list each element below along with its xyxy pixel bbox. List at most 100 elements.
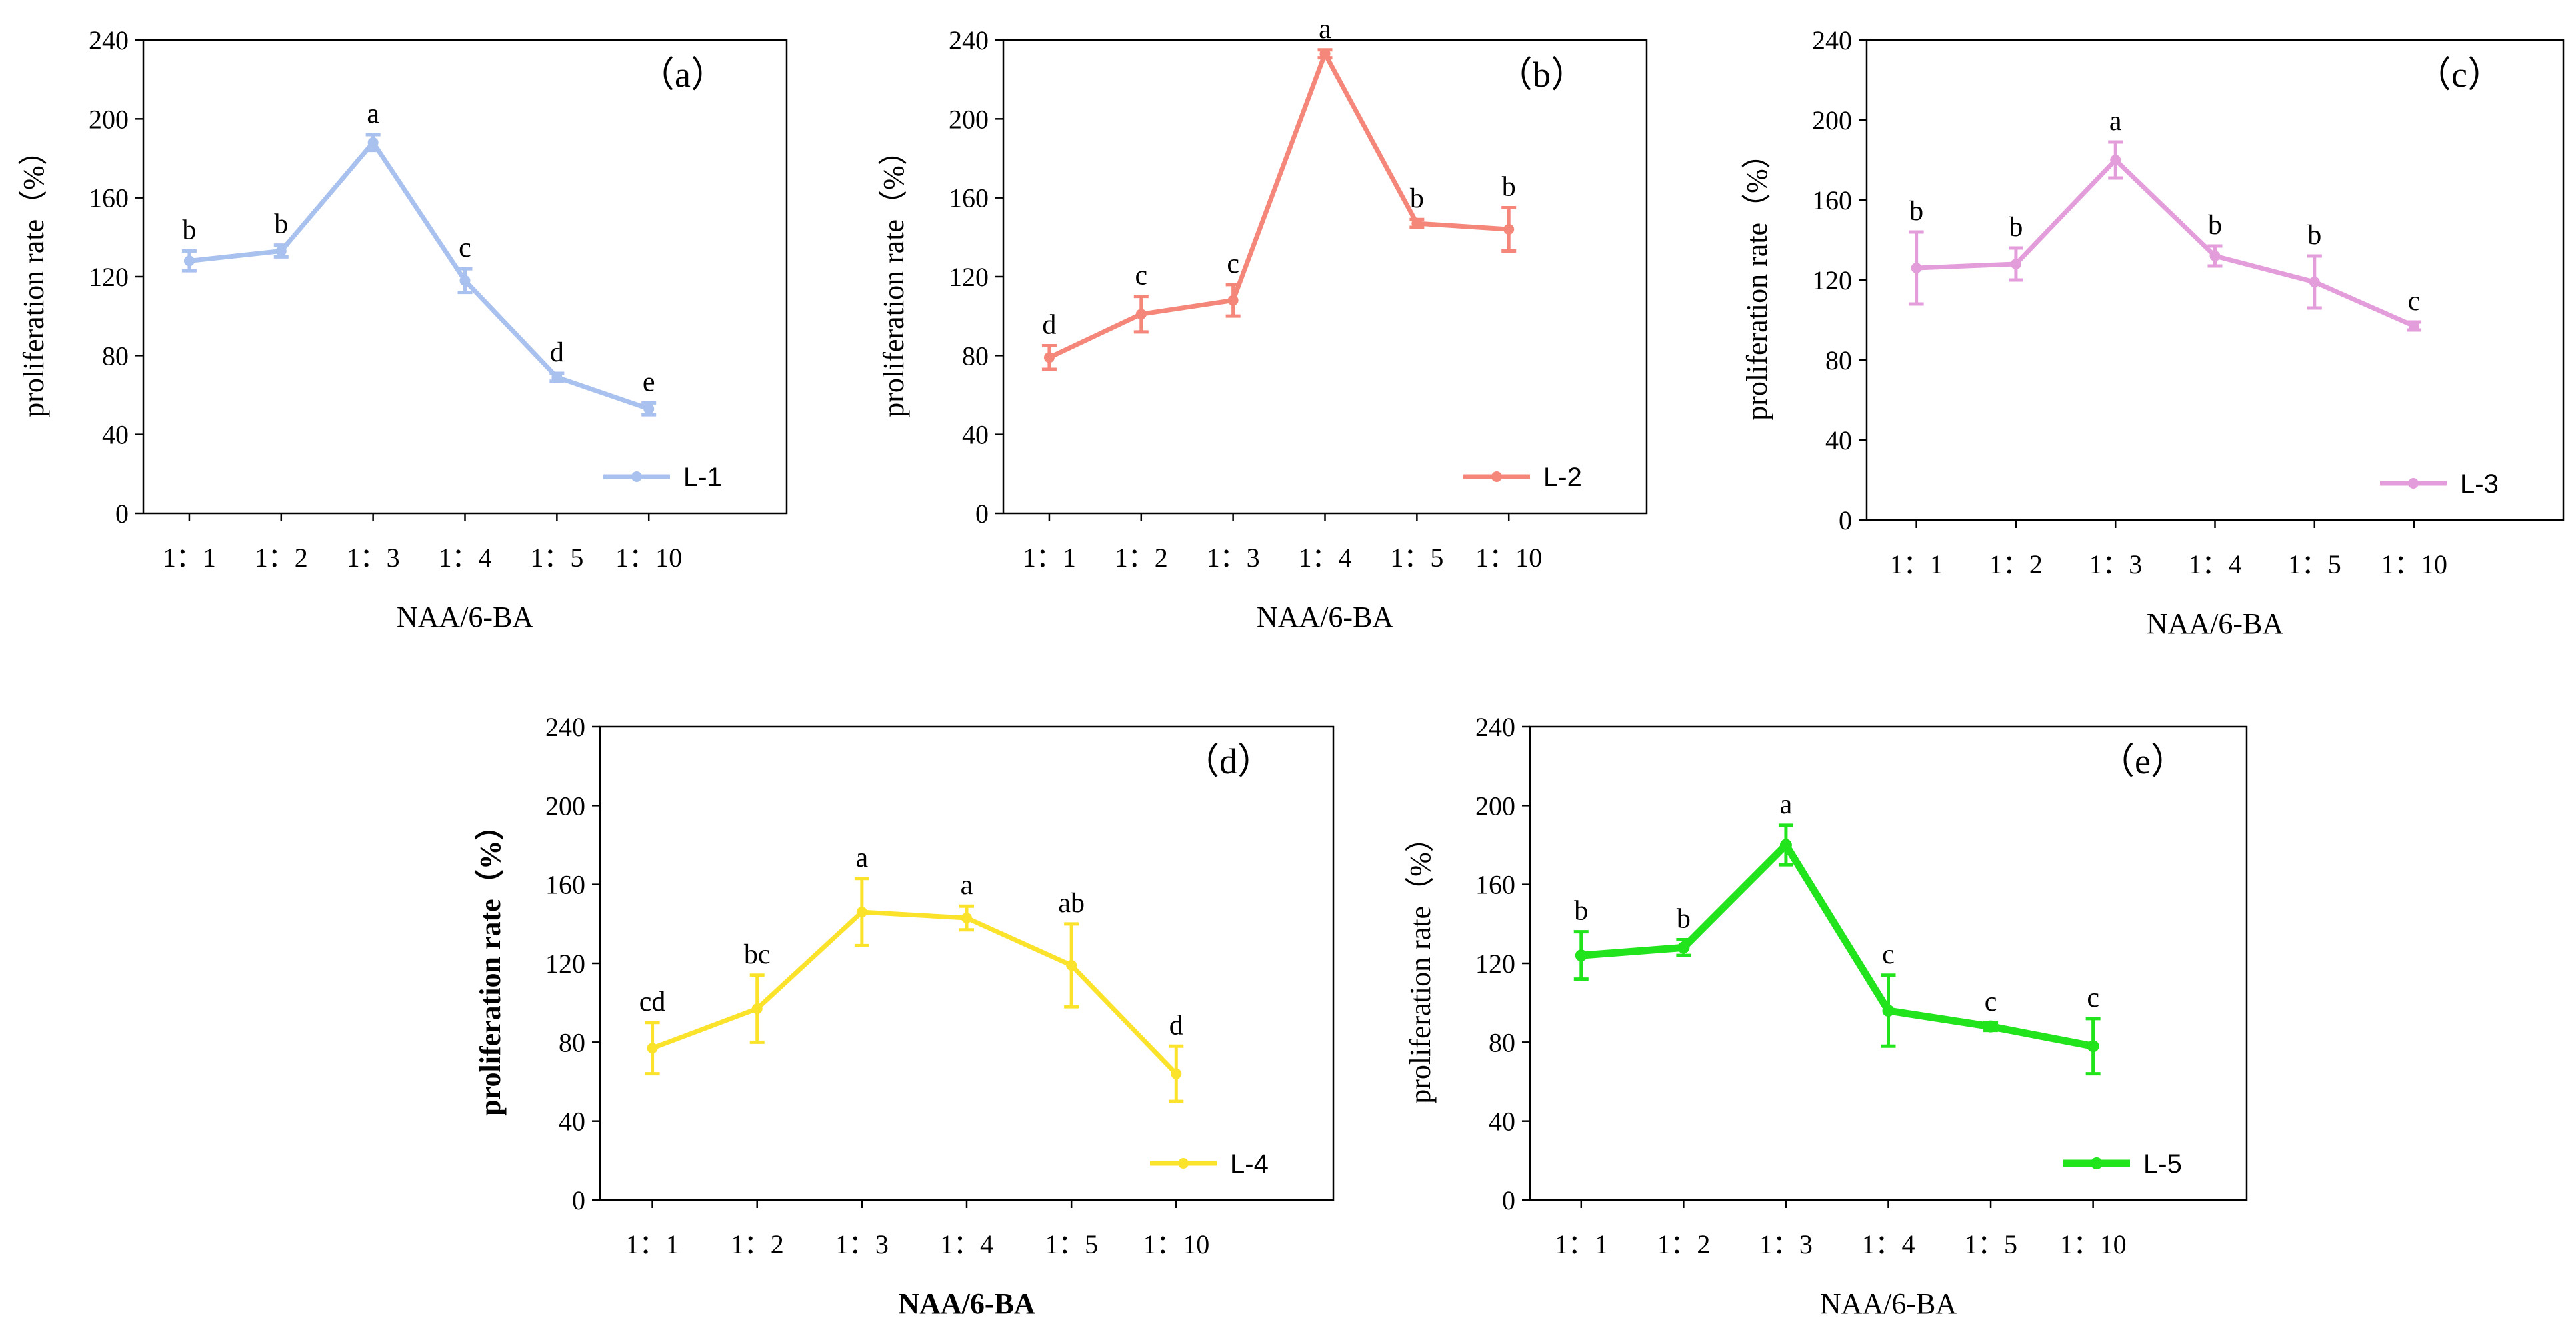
chart-a-series-line-L-1 bbox=[187, 140, 651, 411]
chart-b-data-point bbox=[1319, 48, 1331, 59]
chart-a-significance-label: b bbox=[182, 215, 196, 246]
chart-b-x-tick-label: 1：5 bbox=[1390, 543, 1443, 573]
chart-e-significance-label: c bbox=[2087, 983, 2099, 1013]
chart-c-x-tick-label: 1：5 bbox=[2288, 549, 2341, 579]
chart-e-y-tick-label: 120 bbox=[1475, 949, 1515, 979]
chart-b-y-tick-label: 0 bbox=[975, 499, 989, 529]
chart-c-x-axis-title: NAA/6-BA bbox=[2147, 607, 2284, 640]
chart-a-x-tick-label: 1：3 bbox=[347, 543, 400, 573]
chart-c-y-tick-label: 200 bbox=[1812, 105, 1852, 135]
chart-e-x-tick-label: 1：10 bbox=[2060, 1229, 2127, 1259]
chart-c-x-tick-label: 1：4 bbox=[2189, 549, 2242, 579]
chart-a-y-tick-label: 40 bbox=[102, 420, 129, 450]
chart-d-y-tick-label: 80 bbox=[559, 1027, 585, 1057]
chart-d-y-tick-label: 0 bbox=[572, 1185, 585, 1215]
chart-d-x-tick-label: 1：1 bbox=[626, 1229, 679, 1259]
chart-a-significance-label: e bbox=[643, 367, 655, 397]
chart-d-data-point bbox=[1171, 1068, 1182, 1079]
chart-b-data-point bbox=[1227, 295, 1239, 306]
chart-e-legend-label: L-5 bbox=[2143, 1149, 2182, 1179]
chart-a-significance-label: b bbox=[274, 209, 288, 240]
chart-d-data-point bbox=[961, 912, 972, 923]
chart-a-y-tick-label: 0 bbox=[115, 499, 129, 529]
chart-b-data-point bbox=[1043, 352, 1055, 363]
chart-a-x-tick-label: 1：4 bbox=[439, 543, 492, 573]
chart-e-y-tick-label: 0 bbox=[1502, 1185, 1515, 1215]
chart-panel-e: 0 40 80 120 160 200 240 1：1 1：2 1：3 1：4 1：5 1：10 NAA/… bbox=[1347, 660, 2267, 1342]
chart-e-y-tick-label: 160 bbox=[1475, 870, 1515, 900]
chart-d-y-tick-label: 120 bbox=[545, 949, 585, 979]
chart-c-series-line-L-3 bbox=[1914, 157, 2417, 329]
chart-b-panel-label: （b） bbox=[1497, 55, 1587, 95]
chart-b-x-tick-label: 1：10 bbox=[1475, 543, 1542, 573]
chart-c-panel-label: （c） bbox=[2415, 55, 2503, 95]
chart-c-data-point bbox=[2309, 277, 2320, 287]
chart-d-significance-label: a bbox=[961, 870, 973, 901]
chart-e-legend: L-5 bbox=[2063, 1149, 2182, 1179]
chart-a-legend-marker bbox=[631, 471, 642, 482]
chart-c-x-tick-label: 1：10 bbox=[2381, 549, 2447, 579]
chart-e-series-line-L-5 bbox=[1577, 841, 2097, 1050]
chart-d-y-axis-title: proliferation rate（%） bbox=[474, 811, 507, 1115]
chart-e-background bbox=[1347, 660, 2267, 1342]
chart-d-significance-label: d bbox=[1169, 1010, 1183, 1041]
chart-e-x-tick-label: 1：3 bbox=[1759, 1229, 1813, 1259]
chart-b-series-line-L-2 bbox=[1047, 51, 1511, 360]
chart-a-y-tick-label: 200 bbox=[89, 104, 129, 134]
chart-d-legend-label: L-4 bbox=[1230, 1149, 1269, 1179]
chart-a-background bbox=[0, 0, 867, 640]
chart-c-y-tick-label: 0 bbox=[1839, 505, 1852, 535]
chart-d-y-tick-label: 160 bbox=[545, 870, 585, 900]
chart-e-panel-label: （e） bbox=[2099, 741, 2187, 781]
chart-c-data-point bbox=[2209, 251, 2221, 261]
chart-c-x-tick-label: 1：1 bbox=[1890, 549, 1943, 579]
chart-b-y-tick-label: 160 bbox=[949, 183, 989, 213]
chart-b-significance-label: c bbox=[1135, 261, 1147, 291]
chart-b-y-tick-label: 120 bbox=[949, 262, 989, 292]
chart-a-legend: L-1 bbox=[603, 463, 722, 492]
chart-a-data-point bbox=[367, 137, 379, 148]
chart-d-y-tick-label: 200 bbox=[545, 791, 585, 821]
chart-e-data-point bbox=[1575, 949, 1587, 962]
chart-c-x-tick-label: 1：2 bbox=[1989, 549, 2043, 579]
chart-d-x-tick-label: 1：5 bbox=[1045, 1229, 1098, 1259]
chart-b-significance-label: d bbox=[1042, 310, 1056, 341]
chart-panel-c: 0 40 80 120 160 200 240 1：1 1：2 1：3 1：4 1：5 1：10 NAA/… bbox=[1733, 0, 2576, 640]
chart-a-significance-label: d bbox=[550, 337, 564, 368]
chart-e-data-point bbox=[2087, 1040, 2099, 1053]
chart-c-significance-label: b bbox=[1909, 196, 1923, 227]
chart-b-legend: L-2 bbox=[1463, 463, 1582, 492]
chart-c-significance-label: c bbox=[2408, 286, 2421, 317]
chart-d-x-tick-label: 1：2 bbox=[731, 1229, 784, 1259]
chart-c-y-tick-label: 80 bbox=[1825, 345, 1852, 375]
chart-e-y-tick-label: 80 bbox=[1489, 1027, 1515, 1057]
chart-d-y-tick-label: 240 bbox=[545, 712, 585, 742]
chart-a-y-tick-label: 240 bbox=[89, 25, 129, 55]
chart-e-y-tick-label: 40 bbox=[1489, 1107, 1515, 1137]
chart-d-data-point bbox=[1066, 959, 1077, 971]
chart-c-significance-label: b bbox=[2009, 212, 2023, 243]
chart-c-data-point bbox=[2010, 259, 2021, 269]
chart-d-significance-label: bc bbox=[744, 939, 771, 970]
chart-a-data-point bbox=[183, 255, 195, 267]
chart-d-data-point bbox=[856, 907, 867, 918]
chart-e-x-tick-label: 1：1 bbox=[1555, 1229, 1608, 1259]
chart-d-x-axis-title: NAA/6-BA bbox=[898, 1287, 1035, 1320]
chart-e-data-point bbox=[1882, 1005, 1895, 1017]
chart-c-y-tick-label: 160 bbox=[1812, 185, 1852, 215]
chart-d-series-line-L-4 bbox=[650, 909, 1179, 1077]
chart-d-legend: L-4 bbox=[1150, 1149, 1269, 1179]
chart-c-data-point bbox=[1911, 263, 1922, 273]
chart-a-x-axis-title: NAA/6-BA bbox=[397, 601, 534, 633]
chart-a-x-tick-label: 1：10 bbox=[615, 543, 682, 573]
chart-b-significance-label: a bbox=[1319, 14, 1331, 45]
chart-e-y-tick-label: 200 bbox=[1475, 791, 1515, 821]
chart-c-significance-label: b bbox=[2307, 220, 2321, 251]
chart-e-x-tick-label: 1：4 bbox=[1862, 1229, 1915, 1259]
chart-a-legend-label: L-1 bbox=[683, 463, 722, 492]
chart-c-y-tick-label: 40 bbox=[1825, 425, 1852, 455]
chart-d-data-point bbox=[751, 1003, 763, 1015]
chart-b-background bbox=[867, 0, 1733, 640]
chart-a-x-tick-label: 1：2 bbox=[255, 543, 308, 573]
